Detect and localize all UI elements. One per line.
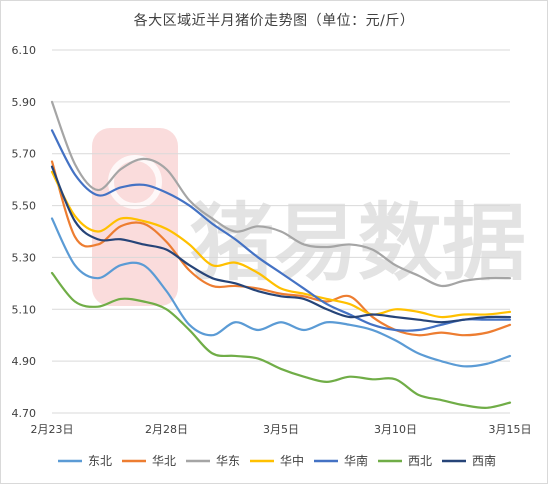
series-line-6 <box>50 271 512 409</box>
chart-title: 各大区域近半月猪价走势图（单位：元/斤） <box>133 13 415 29</box>
watermark-text: 猪易数据 <box>190 194 526 292</box>
y-tick-label: 5.90 <box>12 96 37 109</box>
watermark: 猪易数据 <box>92 128 526 306</box>
series-line-5 <box>50 129 512 332</box>
y-tick-label: 5.50 <box>12 200 37 213</box>
series-lines <box>50 100 512 409</box>
series-line-3 <box>50 100 512 288</box>
legend: 东北 华北 华东 华中 华南 西北 西南 <box>58 453 496 468</box>
series-line-7 <box>50 165 512 324</box>
y-tick-label: 5.70 <box>12 148 37 161</box>
y-tick-label: 6.10 <box>12 44 37 57</box>
legend-label: 东北 <box>88 454 112 468</box>
x-tick-label: 2月23日 <box>31 423 74 436</box>
y-axis-ticks: 4.70 4.90 5.10 5.30 5.50 5.70 5.90 6.10 <box>12 44 37 420</box>
gridlines <box>52 49 510 414</box>
watermark-logo <box>92 128 178 306</box>
series-line-2 <box>50 160 512 337</box>
y-tick-label: 5.10 <box>12 303 37 316</box>
x-axis-ticks: 2月23日 2月28日 3月5日 3月10日 3月15日 <box>31 423 532 436</box>
series-line-4 <box>50 170 512 319</box>
x-tick-label: 3月10日 <box>374 423 417 436</box>
legend-label: 华北 <box>152 454 176 468</box>
y-tick-label: 5.30 <box>12 251 37 264</box>
x-tick-label: 3月15日 <box>489 423 532 436</box>
x-tick-label: 3月5日 <box>263 423 299 436</box>
legend-label: 华东 <box>216 454 240 468</box>
legend-label: 华南 <box>344 453 368 468</box>
y-tick-label: 4.70 <box>12 407 37 420</box>
y-tick-label: 4.90 <box>12 355 37 368</box>
legend-label: 西北 <box>408 454 432 468</box>
series-line-1 <box>50 217 512 368</box>
legend-label: 华中 <box>280 453 304 468</box>
x-tick-label: 2月28日 <box>145 423 188 436</box>
legend-label: 西南 <box>472 453 496 468</box>
